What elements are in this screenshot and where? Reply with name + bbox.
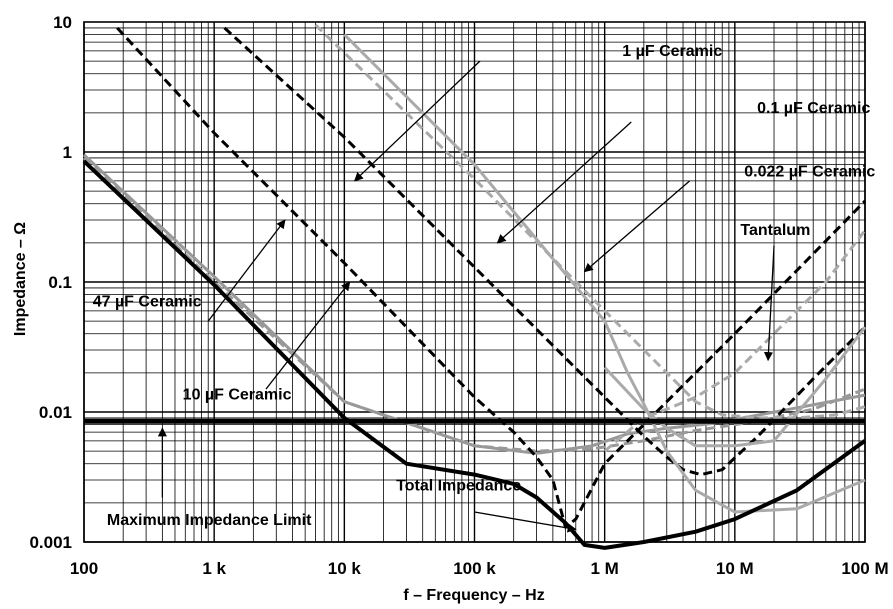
y-tick-label: 0.01 (39, 403, 72, 422)
annotation-label-maxlimit: Maximum Impedance Limit (107, 512, 312, 529)
x-tick-label: 100 k (453, 559, 496, 578)
series-line-0-1-f-ceramic (223, 26, 867, 477)
annotation-label-47uf: 47 µF Ceramic (93, 293, 202, 310)
y-tick-label: 0.001 (29, 533, 72, 552)
y-tick-label: 10 (53, 13, 72, 32)
annotation-arrow-1uf (353, 60, 481, 182)
series-line-tantalum (603, 229, 867, 453)
x-axis-title: f – Frequency – Hz (403, 587, 544, 604)
x-tick-label: 100 (70, 559, 98, 578)
annotation-arrow-47uf (207, 219, 286, 322)
series-line-1-f-ceramic (116, 26, 867, 529)
y-axis-title: Impedance – Ω (12, 222, 29, 336)
series-line-ceramic-solid-gray-right (603, 326, 867, 448)
annotation-arrow-10uf (265, 281, 351, 390)
series-line-total-impedance (82, 159, 867, 550)
series-line-47-f-ceramic (82, 153, 866, 455)
annotation-arrow-01uf (496, 121, 632, 244)
annotation-arrow-0022uf (583, 180, 691, 273)
y-tick-label: 1 (63, 143, 72, 162)
annotation-label-10uf: 10 µF Ceramic (183, 386, 292, 403)
annotation-label-0022uf: 0.022 µF Ceramic (744, 163, 875, 180)
plot-frame (83, 21, 866, 543)
annotation-arrow-total (474, 511, 577, 533)
x-tick-label: 100 M (841, 559, 888, 578)
series-line-ceramic-solid-gray (343, 33, 866, 514)
x-tick-label: 1 M (590, 559, 618, 578)
annotation-arrow-tantalum (763, 245, 775, 362)
annotations: 1 µF Ceramic 0.1 µF Ceramic 0.022 µF Ceram… (93, 43, 875, 533)
annotation-label-total: Total Impedance (396, 477, 521, 494)
annotation-label-01uf: 0.1 µF Ceramic (757, 100, 870, 117)
x-tick-label: 1 k (202, 559, 226, 578)
x-tick-label: 10 M (716, 559, 754, 578)
y-tick-label: 0.1 (48, 273, 72, 292)
x-tick-label: 10 k (328, 559, 362, 578)
series-lines (82, 23, 867, 550)
annotation-label-1uf: 1 µF Ceramic (622, 43, 722, 60)
annotation-label-tantalum: Tantalum (740, 222, 810, 239)
tick-labels: 100 1 k 10 k 100 k 1 M 10 M 100 M 0.001 0.01 0.1 1… (29, 13, 888, 578)
grid (83, 21, 866, 543)
